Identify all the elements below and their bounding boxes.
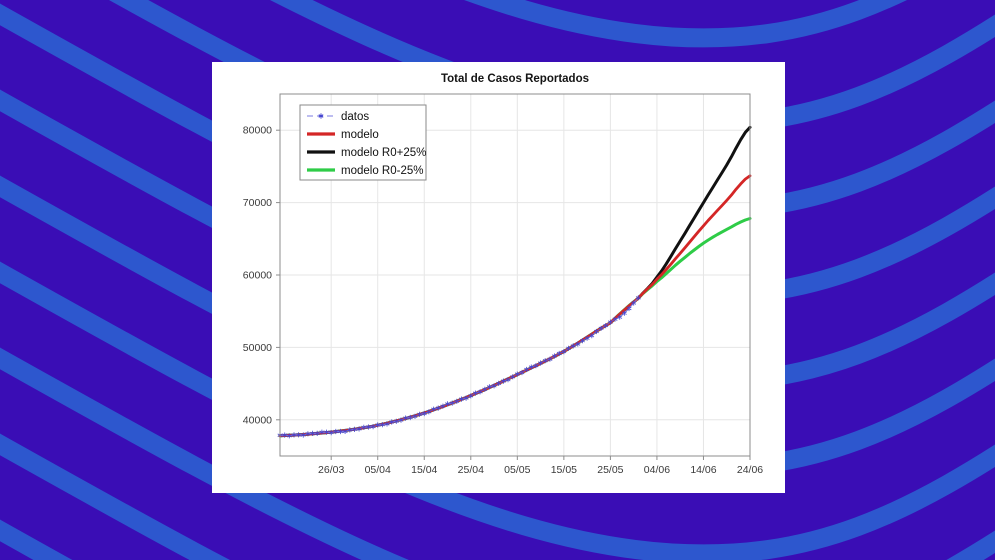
x-tick-label: 05/04 <box>365 464 391 476</box>
y-tick-label: 60000 <box>243 270 272 282</box>
legend-entry-label: datos <box>341 111 369 123</box>
y-tick-label: 70000 <box>243 197 272 209</box>
wave-stripe <box>0 433 231 560</box>
wave-stripe <box>0 347 995 560</box>
series-line-modelo-r0-25- <box>278 217 752 438</box>
x-tick-label: 15/05 <box>551 464 577 476</box>
series-line-modelo <box>278 174 752 438</box>
legend-entry-label: modelo R0-25% <box>341 165 423 177</box>
x-tick-label: 24/06 <box>737 464 763 476</box>
legend-entry-label: modelo R0+25% <box>341 147 426 159</box>
series-markers-datos <box>277 295 641 439</box>
total-cases-chart: 26/03 05/04 15/04 25/04 05/05 15/05 25/05 04/06… <box>243 73 763 476</box>
legend-entry: datos <box>307 111 369 123</box>
legend-marker-asterisk-icon <box>318 113 324 119</box>
y-tick-label: 80000 <box>243 125 272 137</box>
chart-axes <box>276 93 751 460</box>
legend-entry-label: modelo <box>341 129 379 141</box>
legend-entry: modelo R0+25% <box>307 147 426 159</box>
x-tick-label: 25/05 <box>597 464 623 476</box>
x-tick-label: 26/03 <box>318 464 344 476</box>
wave-stripe <box>0 261 995 560</box>
chart-legend: datos modelo modelo R0+25% modelo R0-25% <box>299 104 427 181</box>
x-tick-label: 14/06 <box>690 464 716 476</box>
y-tick-label: 50000 <box>243 342 272 354</box>
legend-entry: modelo <box>307 129 379 141</box>
chart-card: 26/03 05/04 15/04 25/04 05/05 15/05 25/05 04/06… <box>212 62 785 493</box>
x-tick-label: 05/05 <box>504 464 530 476</box>
chart-tick-labels: 26/03 05/04 15/04 25/04 05/05 15/05 25/05 04/06… <box>243 125 763 476</box>
y-tick-label: 40000 <box>243 414 272 426</box>
series-line-datos <box>279 297 639 437</box>
x-tick-label: 15/04 <box>411 464 437 476</box>
x-tick-label: 04/06 <box>644 464 670 476</box>
chart-title: Total de Casos Reportados <box>441 73 589 85</box>
legend-entry: modelo R0-25% <box>307 165 423 177</box>
x-tick-label: 25/04 <box>458 464 484 476</box>
wave-stripe <box>464 0 908 48</box>
